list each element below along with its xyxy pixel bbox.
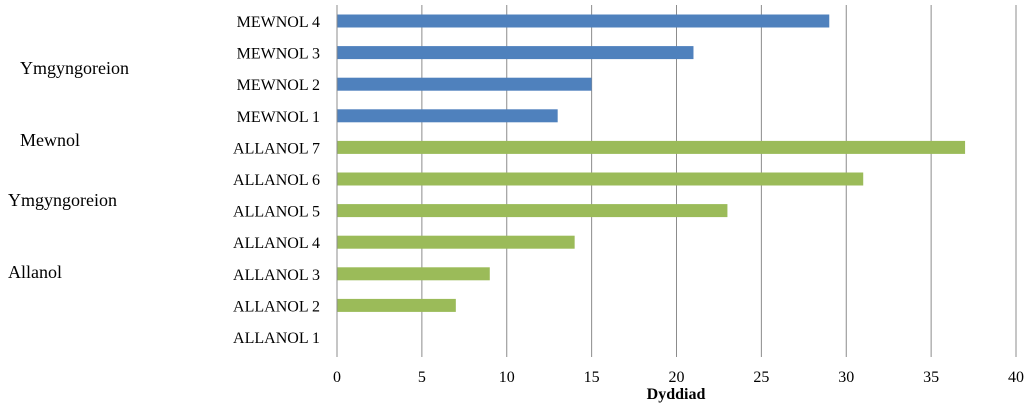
group-label-allanol-line1: Ymgyngoreion: [8, 190, 117, 210]
group-label-mewnol-line2: Mewnol: [20, 130, 80, 150]
category-label-allanol-4: ALLANOL 4: [233, 235, 320, 252]
bar-allanol-3: [337, 267, 490, 281]
bar-mewnol-4: [337, 14, 830, 28]
x-tick-35: 35: [923, 369, 939, 386]
group-label-mewnol: Ymgyngoreion Mewnol: [20, 8, 129, 176]
category-labels: MEWNOL 4 MEWNOL 3 MEWNOL 2 MEWNOL 1 ALLANOL …: [233, 14, 320, 347]
bar-allanol-2: [337, 298, 456, 312]
x-tick-labels: 0 5 10 15 20 25 30 35 40: [333, 369, 1024, 386]
bar-allanol-5: [337, 204, 728, 218]
x-tick-15: 15: [584, 369, 600, 386]
x-tick-10: 10: [499, 369, 515, 386]
bar-allanol-7: [337, 140, 966, 154]
x-tick-25: 25: [753, 369, 769, 386]
category-label-mewnol-2: MEWNOL 2: [237, 77, 320, 94]
bar-mewnol-1: [337, 109, 558, 123]
category-label-mewnol-1: MEWNOL 1: [237, 109, 320, 126]
group-label-mewnol-line1: Ymgyngoreion: [20, 58, 129, 78]
category-label-mewnol-4: MEWNOL 4: [237, 14, 320, 31]
x-tick-30: 30: [838, 369, 854, 386]
category-label-mewnol-3: MEWNOL 3: [237, 46, 320, 63]
bar-allanol-6: [337, 172, 864, 186]
bar-allanol-4: [337, 235, 575, 249]
x-axis-title: Dyddiad: [647, 386, 706, 403]
category-label-allanol-3: ALLANOL 3: [233, 267, 320, 284]
category-label-allanol-2: ALLANOL 2: [233, 298, 320, 315]
bars: [337, 14, 966, 312]
category-label-allanol-6: ALLANOL 6: [233, 172, 320, 189]
group-label-allanol-line2: Allanol: [8, 262, 62, 282]
x-tick-20: 20: [669, 369, 685, 386]
category-label-allanol-7: ALLANOL 7: [233, 140, 320, 157]
bar-mewnol-2: [337, 77, 592, 91]
category-label-allanol-5: ALLANOL 5: [233, 204, 320, 221]
bar-mewnol-3: [337, 46, 694, 60]
x-tick-5: 5: [418, 369, 426, 386]
x-tick-0: 0: [333, 369, 341, 386]
x-tick-40: 40: [1008, 369, 1024, 386]
category-label-allanol-1: ALLANOL 1: [233, 330, 320, 347]
group-label-allanol: Ymgyngoreion Allanol: [8, 140, 117, 308]
